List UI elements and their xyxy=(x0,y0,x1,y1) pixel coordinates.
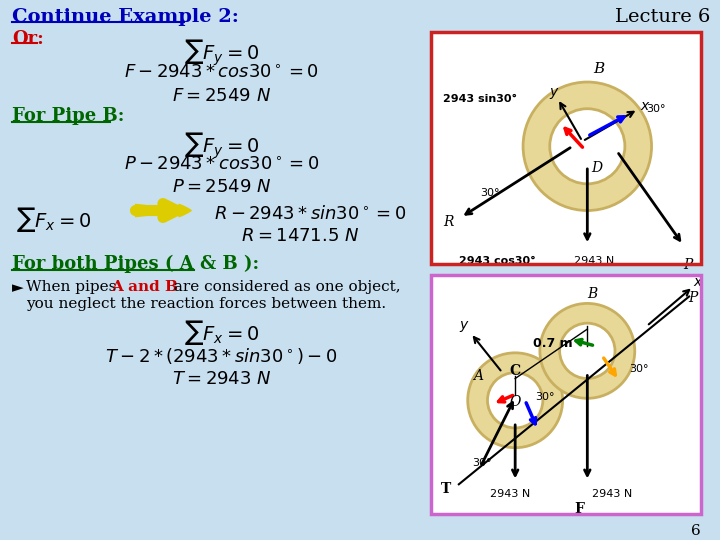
Text: 0.7 m: 0.7 m xyxy=(533,338,572,350)
Text: you neglect the reaction forces between them.: you neglect the reaction forces between … xyxy=(26,298,386,312)
Text: Or:: Or: xyxy=(12,30,44,48)
Text: P: P xyxy=(684,258,693,272)
Bar xyxy=(431,32,701,264)
Text: 2943 N: 2943 N xyxy=(575,256,615,266)
Text: Lecture 6: Lecture 6 xyxy=(616,8,711,26)
Text: 30°: 30° xyxy=(629,363,648,374)
Text: 30°: 30° xyxy=(535,392,554,402)
Text: 6: 6 xyxy=(691,524,701,538)
Text: For both Pipes ( A & B ):: For both Pipes ( A & B ): xyxy=(12,255,259,273)
Text: x: x xyxy=(640,99,648,113)
Text: x: x xyxy=(693,275,701,289)
Text: R: R xyxy=(443,215,454,230)
Text: When pipes: When pipes xyxy=(26,280,121,294)
Text: 2943 N: 2943 N xyxy=(490,489,531,499)
Text: B: B xyxy=(587,287,598,301)
Text: 2943 N: 2943 N xyxy=(592,489,632,499)
Text: $T - 2 * (2943 * sin30^\circ) - 0$: $T - 2 * (2943 * sin30^\circ) - 0$ xyxy=(105,346,338,366)
Circle shape xyxy=(487,373,543,428)
Text: $R = 1471.5\ N$: $R = 1471.5\ N$ xyxy=(241,227,360,245)
Text: $\sum F_y = 0$: $\sum F_y = 0$ xyxy=(184,131,259,161)
Text: A and B: A and B xyxy=(111,280,178,294)
Text: 30°: 30° xyxy=(472,457,492,468)
Text: T: T xyxy=(441,482,451,496)
Text: O: O xyxy=(510,395,521,409)
Circle shape xyxy=(540,303,635,399)
Text: $P = 2549\ N$: $P = 2549\ N$ xyxy=(172,178,271,196)
Text: 2943 sin30°: 2943 sin30° xyxy=(443,94,517,104)
Text: $\sum F_x = 0$: $\sum F_x = 0$ xyxy=(16,205,91,234)
Text: Continue Example 2:: Continue Example 2: xyxy=(12,8,239,26)
Circle shape xyxy=(559,323,615,379)
Text: For Pipe B:: For Pipe B: xyxy=(12,107,125,125)
Text: B: B xyxy=(593,62,605,76)
Text: 30°: 30° xyxy=(480,188,500,198)
Circle shape xyxy=(468,353,562,448)
Text: $\sum F_x = 0$: $\sum F_x = 0$ xyxy=(184,318,259,347)
Text: A: A xyxy=(472,369,482,382)
Text: ►: ► xyxy=(12,280,24,295)
Text: 30°: 30° xyxy=(647,104,666,114)
Text: are considered as one object,: are considered as one object, xyxy=(169,280,401,294)
Text: P: P xyxy=(688,292,698,306)
Bar xyxy=(431,275,701,514)
Text: $T = 2943\ N$: $T = 2943\ N$ xyxy=(172,370,271,388)
Text: C: C xyxy=(510,363,521,377)
Text: 2943 cos30°: 2943 cos30° xyxy=(459,256,536,266)
Circle shape xyxy=(523,82,652,211)
Text: $\sum F_y = 0$: $\sum F_y = 0$ xyxy=(184,38,259,68)
Text: F: F xyxy=(575,502,585,516)
Text: D: D xyxy=(592,161,603,175)
Circle shape xyxy=(550,109,625,184)
Text: $F = 2549\ N$: $F = 2549\ N$ xyxy=(172,87,271,105)
Text: $R - 2943 * sin30^\circ = 0$: $R - 2943 * sin30^\circ = 0$ xyxy=(215,205,407,222)
Text: $F - 2943 * cos30^\circ = 0$: $F - 2943 * cos30^\circ = 0$ xyxy=(125,64,319,82)
Text: $P - 2943 * cos30^\circ = 0$: $P - 2943 * cos30^\circ = 0$ xyxy=(124,156,319,174)
Text: y: y xyxy=(459,318,468,332)
Text: y: y xyxy=(549,85,558,99)
